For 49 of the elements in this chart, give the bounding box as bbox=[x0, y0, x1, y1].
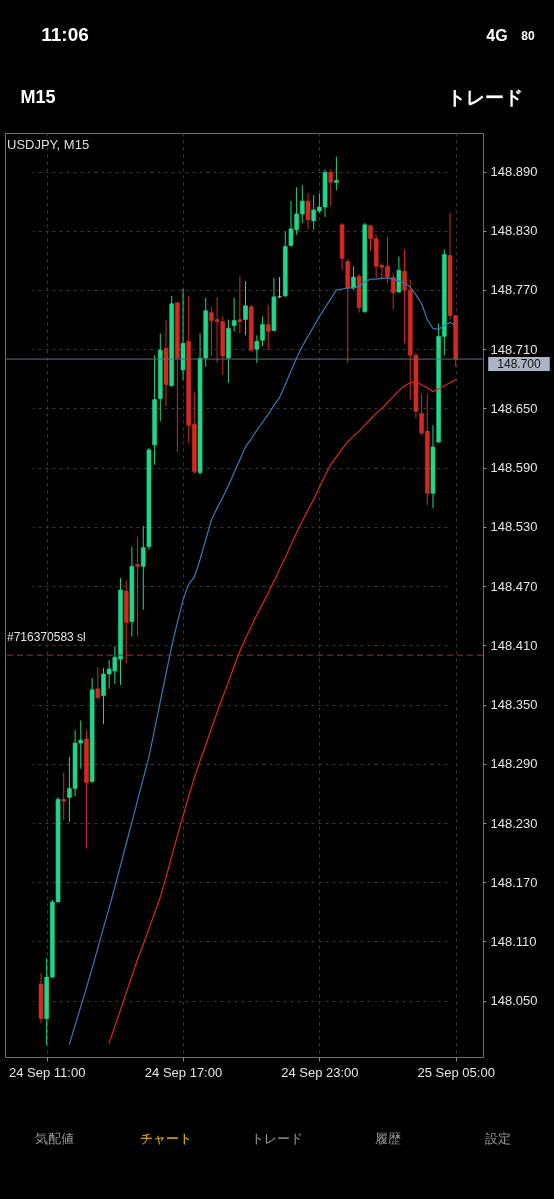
text: 4G bbox=[486, 27, 508, 44]
line-series bbox=[108, 379, 457, 1044]
candlestick bbox=[305, 192, 311, 231]
y-tick-label: 148.770 bbox=[490, 282, 538, 298]
y-tick-label: 148.350 bbox=[490, 697, 538, 713]
text: 履歴 bbox=[375, 1131, 401, 1146]
candlestick bbox=[334, 156, 339, 191]
text: M15 bbox=[20, 87, 56, 107]
ref-line-label: 148.700 bbox=[497, 357, 542, 372]
ref-line-label: #716370583 sl bbox=[7, 630, 86, 645]
candlestick bbox=[243, 280, 248, 336]
candlestick bbox=[61, 772, 67, 821]
x-tick-label: 24 Sep 17:00 bbox=[144, 1064, 223, 1080]
y-tick-label: 148.290 bbox=[490, 756, 538, 772]
y-tick-label: 148.890 bbox=[490, 164, 538, 179]
y-tick-label: 148.050 bbox=[490, 993, 538, 1009]
y-tick-label: 148.710 bbox=[490, 341, 538, 357]
candlestick bbox=[95, 666, 101, 701]
candlestick bbox=[265, 304, 271, 351]
y-tick-label: 148.470 bbox=[490, 578, 538, 594]
y-tick-label: 148.530 bbox=[490, 519, 538, 535]
text: トレード bbox=[251, 1131, 303, 1146]
candlestick bbox=[254, 334, 260, 364]
candlestick bbox=[135, 536, 140, 637]
candlestick bbox=[140, 525, 146, 611]
x-tick-label: 25 Sep 05:00 bbox=[417, 1064, 495, 1080]
text: 気配値 bbox=[34, 1131, 74, 1146]
x-tick-label: 24 Sep 23:00 bbox=[281, 1064, 359, 1080]
text: チャート bbox=[140, 1131, 192, 1146]
x-tick-label: 24 Sep 11:00 bbox=[8, 1064, 86, 1080]
candlestick bbox=[231, 297, 237, 332]
y-tick-label: 148.230 bbox=[490, 815, 538, 831]
candlestick bbox=[277, 276, 282, 299]
text: トレード bbox=[447, 87, 523, 108]
candlestick bbox=[237, 275, 243, 334]
text: 11:06 bbox=[41, 24, 89, 45]
candlestick bbox=[328, 169, 334, 207]
y-tick-label: 148.110 bbox=[490, 934, 537, 949]
y-tick-label: 148.830 bbox=[490, 223, 538, 239]
y-tick-label: 148.650 bbox=[490, 400, 538, 416]
y-tick-label: 148.170 bbox=[490, 874, 538, 890]
text: 設定 bbox=[485, 1131, 511, 1146]
chart-title: USDJPY, M15 bbox=[7, 137, 90, 152]
y-tick-label: 148.410 bbox=[490, 637, 538, 653]
y-tick-label: 148.590 bbox=[490, 460, 538, 476]
candlestick bbox=[351, 265, 356, 291]
text: 80 bbox=[521, 29, 535, 43]
candlestick bbox=[260, 316, 265, 347]
candlestick bbox=[396, 255, 402, 294]
